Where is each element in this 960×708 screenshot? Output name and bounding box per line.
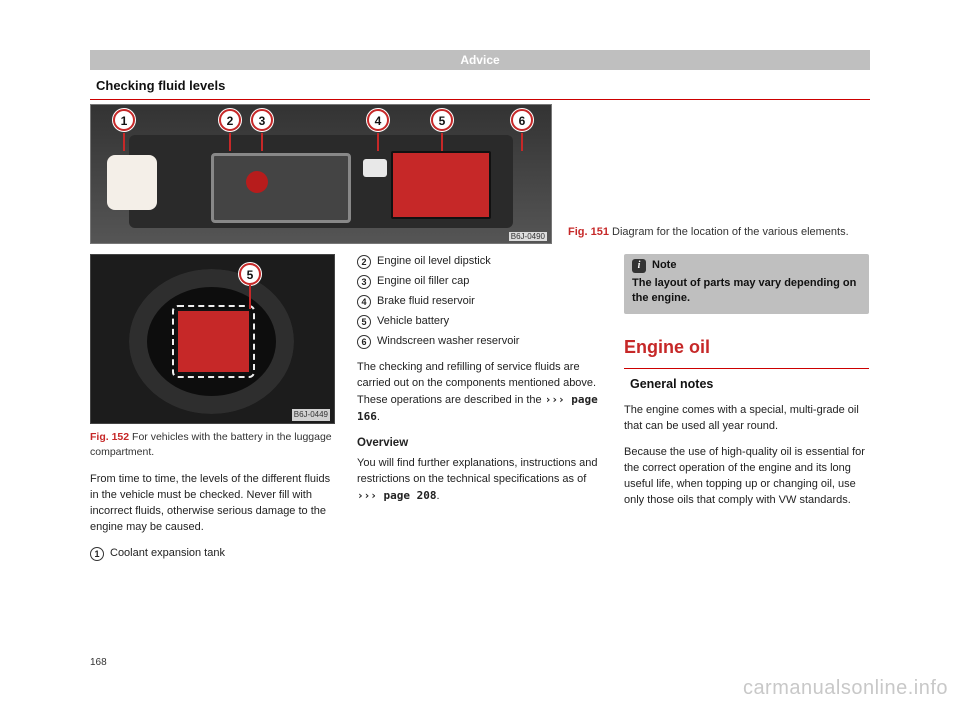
fig152-caption: Fig. 152 For vehicles with the battery i… (90, 430, 335, 460)
header-bar: Advice (90, 50, 870, 70)
list-item-4: 4 Brake fluid reservoir (357, 294, 602, 310)
callout-5: 5 (239, 263, 261, 285)
luggage-battery (176, 309, 251, 374)
figure-151-row: 123456 B6J-0490 Fig. 151 Diagram for the… (90, 104, 870, 244)
callout-1: 1 (113, 109, 135, 131)
fig151-caption: Fig. 151 Diagram for the location of the… (568, 226, 868, 238)
item-num: 5 (357, 315, 371, 329)
general-notes-heading: General notes (624, 368, 869, 403)
col1-para1: From time to time, the levels of the dif… (90, 472, 335, 536)
coolant-tank (107, 155, 157, 210)
list-item-5: 5 Vehicle battery (357, 314, 602, 330)
column-3: i Note The layout of parts may vary depe… (624, 254, 869, 566)
column-1: 5 B6J-0449 Fig. 152 For vehicles with th… (90, 254, 335, 566)
note-title: Note (652, 258, 676, 274)
note-box: i Note The layout of parts may vary depe… (624, 254, 869, 314)
callout-5: 5 (431, 109, 453, 131)
col2-para2a: You will find further explanations, inst… (357, 457, 598, 485)
col3-para1: The engine comes with a special, multi-g… (624, 403, 869, 435)
fig151-text: Diagram for the location of the various … (612, 226, 849, 238)
col3-para2: Because the use of high-quality oil is e… (624, 445, 869, 509)
item-num: 3 (357, 275, 371, 289)
item-coolant: 1 Coolant expansion tank (90, 546, 335, 562)
item-num: 4 (357, 295, 371, 309)
oil-cap (246, 171, 268, 193)
col2-para2: You will find further explanations, inst… (357, 456, 602, 505)
info-icon: i (632, 259, 646, 273)
item-label: Engine oil level dipstick (377, 254, 491, 270)
rule (90, 99, 870, 100)
list-item-2: 2 Engine oil level dipstick (357, 254, 602, 270)
item-num: 2 (357, 255, 371, 269)
brake-reservoir (363, 159, 387, 177)
item-label: Coolant expansion tank (110, 546, 225, 562)
battery-box (391, 151, 491, 219)
note-body: The layout of parts may vary depending o… (624, 276, 869, 314)
overview-heading: Overview (357, 435, 602, 452)
engine-cover (211, 153, 351, 223)
fig152-num: Fig. 152 (90, 431, 129, 443)
section-title: Checking fluid levels (90, 70, 870, 99)
col2-para1: The checking and refilling of service fl… (357, 360, 602, 426)
callout-6: 6 (511, 109, 533, 131)
fig152-figure: 5 B6J-0449 (90, 254, 335, 424)
column-2: 2 Engine oil level dipstick 3 Engine oil fi… (357, 254, 602, 566)
item-label: Brake fluid reservoir (377, 294, 475, 310)
list-item-6: 6 Windscreen washer reservoir (357, 334, 602, 350)
image-code: B6J-0449 (292, 409, 330, 421)
callout-5-num: 5 (247, 268, 254, 282)
image-code: B6J-0490 (509, 232, 547, 241)
callout-3: 3 (251, 109, 273, 131)
engine-oil-heading: Engine oil (624, 334, 869, 360)
watermark: carmanualsonline.info (743, 677, 948, 700)
item-num: 6 (357, 335, 371, 349)
list-item-3: 3 Engine oil filler cap (357, 274, 602, 290)
item-num: 1 (90, 547, 104, 561)
item-label: Engine oil filler cap (377, 274, 469, 290)
engine-bay-figure: 123456 B6J-0490 (90, 104, 552, 244)
item-label: Vehicle battery (377, 314, 449, 330)
callout-4: 4 (367, 109, 389, 131)
callout-2: 2 (219, 109, 241, 131)
item-label: Windscreen washer reservoir (377, 334, 519, 350)
page-ref-208: ››› page 208 (357, 489, 436, 502)
page-number: 168 (90, 657, 107, 668)
note-head: i Note (624, 254, 869, 276)
fig151-num: Fig. 151 (568, 226, 609, 238)
callout-line (249, 285, 251, 309)
